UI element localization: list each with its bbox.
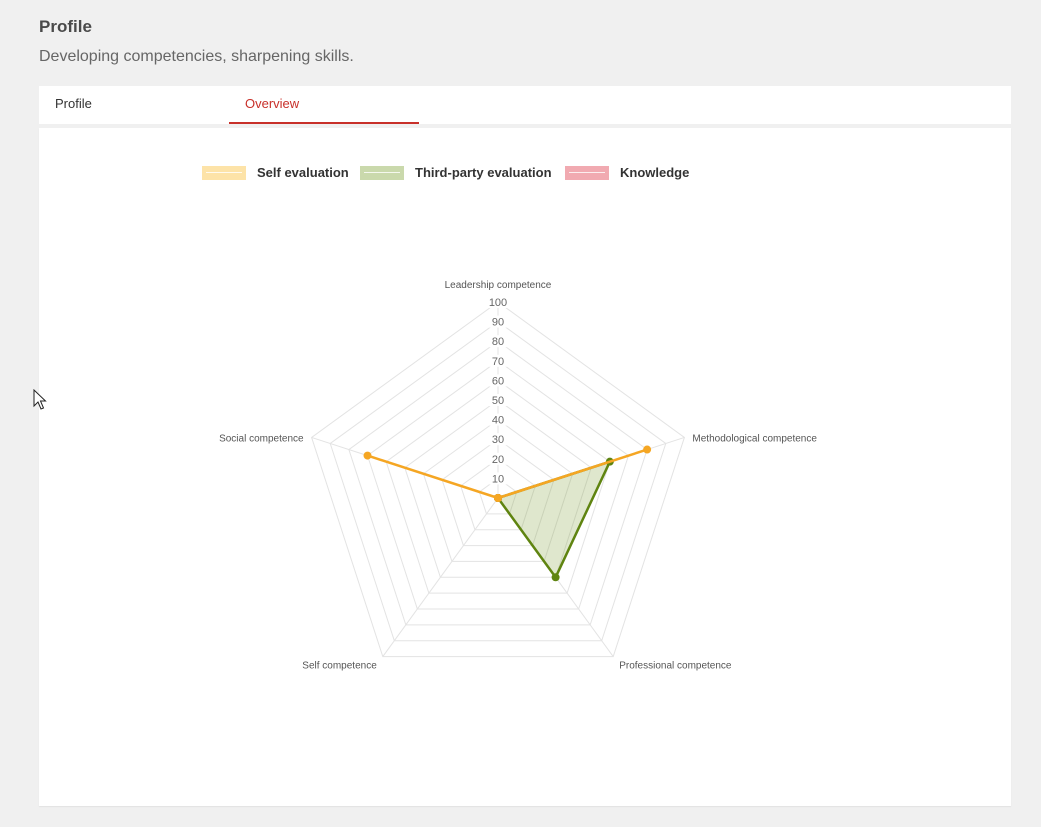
tick-label-40: 40 (492, 415, 504, 427)
tick-label-60: 60 (492, 375, 504, 387)
page-subtitle: Developing competencies, sharpening skil… (39, 48, 354, 65)
radar-chart: 10 20 30 40 50 60 70 80 90 100 Leadership competen… (219, 280, 817, 672)
grid-ring-10 (478, 477, 518, 515)
grid-ring-100 (311, 301, 685, 658)
point-self-evaluation-methodological-competence (643, 445, 652, 454)
point-third-party-evaluation-professional-competence (551, 573, 560, 582)
tick-label-90: 90 (492, 317, 504, 329)
tick-label-bg (488, 433, 508, 446)
point-self-evaluation-social-competence (363, 451, 372, 460)
tick-label-bg (488, 413, 508, 426)
tick-label-bg (488, 296, 508, 308)
grid-ring-60 (385, 379, 611, 594)
tick-label-bg (488, 315, 508, 328)
overview-panel: Self evaluation Third-party evaluation K… (39, 128, 1011, 806)
grid-ring-20 (460, 458, 536, 531)
axis-label-self-competence: Self competence (302, 661, 377, 672)
tick-label-10: 10 (492, 473, 504, 485)
tick-label-20: 20 (492, 454, 504, 466)
tick-label-30: 30 (492, 434, 504, 446)
grid-ring-70 (366, 360, 630, 610)
mouse-cursor-icon (33, 389, 47, 410)
grid-ring-90 (329, 320, 667, 642)
tick-label-bg (488, 374, 508, 387)
grid-ring-30 (441, 438, 555, 547)
tick-label-bg (488, 472, 508, 485)
axis-label-methodological-competence: Methodological competence (692, 433, 817, 444)
tick-label-100: 100 (489, 297, 507, 309)
axis-line-self-competence (382, 497, 499, 657)
axis-label-leadership-competence: Leadership competence (445, 280, 552, 291)
tab-overview[interactable]: Overview (229, 86, 419, 124)
axis-label-social-competence: Social competence (219, 433, 304, 444)
point-self-evaluation-self-competence (494, 494, 502, 502)
axis-label-professional-competence: Professional competence (619, 661, 732, 672)
tick-label-80: 80 (492, 336, 504, 348)
tab-profile[interactable]: Profile (55, 96, 92, 111)
grid-ring-40 (422, 418, 574, 562)
tick-label-70: 70 (492, 356, 504, 368)
tab-bar: Profile Overview (39, 86, 1011, 124)
tick-label-50: 50 (492, 395, 504, 407)
legend-label-self-evaluation: Self evaluation (257, 165, 349, 180)
legend-label-knowledge: Knowledge (620, 165, 690, 180)
grid-ring-80 (348, 340, 648, 626)
page-title: Profile (39, 17, 92, 36)
legend-swatch-self-evaluation (202, 166, 246, 180)
legend-swatch-knowledge (565, 166, 609, 180)
tick-label-bg (488, 394, 508, 406)
grid-ring-50 (404, 399, 592, 578)
legend-label-third-party-evaluation: Third-party evaluation (415, 165, 552, 180)
legend-swatch-third-party-evaluation (360, 166, 404, 180)
tick-label-bg (488, 354, 508, 367)
tick-label-bg (488, 335, 508, 348)
tick-label-bg (488, 452, 508, 465)
